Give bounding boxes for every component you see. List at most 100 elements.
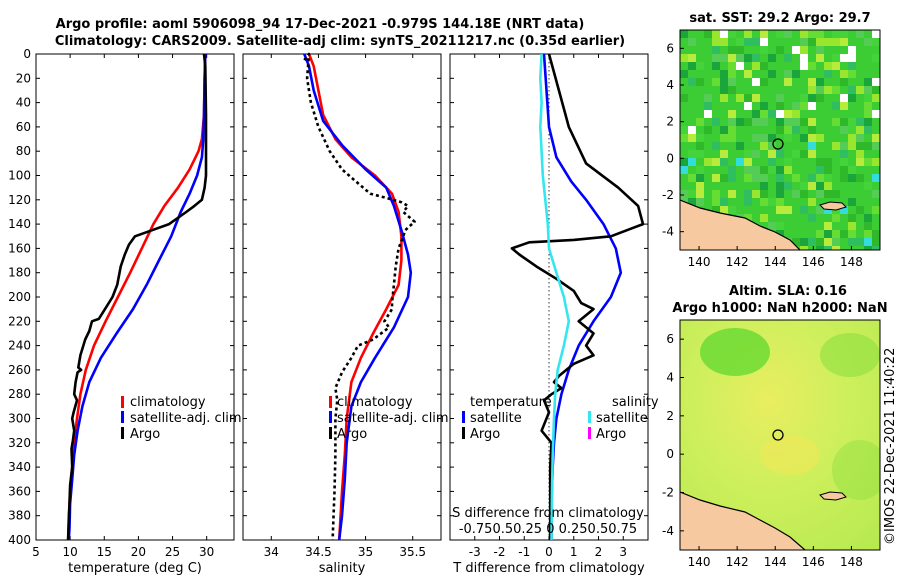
sst-cell bbox=[864, 110, 872, 118]
sst-cell bbox=[776, 174, 784, 182]
legend-swatch-argo bbox=[121, 427, 124, 439]
sst-map-frame bbox=[679, 29, 881, 251]
sst-cell bbox=[800, 30, 808, 38]
map-lat-tick-label: 4 bbox=[666, 371, 674, 385]
salinity-series-satellite-adj-clim bbox=[303, 53, 413, 541]
sst-cell bbox=[800, 62, 808, 70]
s-difference-label: S difference from climatology bbox=[452, 506, 644, 521]
sst-cell bbox=[696, 190, 704, 198]
sst-cell bbox=[736, 94, 744, 102]
map-lon-tick-label: 142 bbox=[726, 255, 749, 269]
sst-cell bbox=[800, 38, 808, 46]
sst-cell bbox=[808, 142, 816, 150]
temperature-x-tick-label: 5 bbox=[32, 545, 40, 559]
sst-cell bbox=[800, 238, 808, 246]
sst-cell bbox=[816, 246, 824, 250]
legend-label-t-argo: Argo bbox=[470, 427, 500, 442]
sst-cell bbox=[768, 70, 776, 78]
sst-cell bbox=[848, 198, 856, 206]
sst-cell bbox=[832, 62, 840, 70]
sst-cell bbox=[776, 110, 784, 118]
sst-cell bbox=[776, 94, 784, 102]
sst-cell bbox=[824, 158, 832, 166]
temperature-x-tick-label: 20 bbox=[131, 545, 146, 559]
sst-cell bbox=[872, 230, 880, 238]
sst-cell bbox=[712, 30, 720, 38]
sst-cell bbox=[696, 62, 704, 70]
map-lat-tick-label: -4 bbox=[662, 225, 674, 239]
sst-cell bbox=[720, 158, 728, 166]
sst-cell bbox=[816, 190, 824, 198]
sst-cell bbox=[832, 38, 840, 46]
legend-swatch-t-satellite bbox=[462, 411, 465, 423]
sst-cell bbox=[864, 118, 872, 126]
depth-tick-label: 380 bbox=[8, 509, 31, 523]
sst-cell bbox=[744, 198, 752, 206]
difference-x-tick-label: -1 bbox=[518, 545, 530, 559]
sst-cell bbox=[864, 158, 872, 166]
sst-island bbox=[819, 201, 847, 211]
sst-cell bbox=[752, 78, 760, 86]
sst-cell bbox=[696, 118, 704, 126]
sst-cell bbox=[776, 150, 784, 158]
sst-cell bbox=[752, 94, 760, 102]
sst-cell bbox=[832, 54, 840, 62]
sst-cell bbox=[840, 230, 848, 238]
sst-cell bbox=[776, 102, 784, 110]
sst-cell bbox=[720, 134, 728, 142]
sst-cell bbox=[840, 206, 848, 214]
sla-low-anomaly bbox=[700, 328, 770, 376]
sst-cell bbox=[760, 30, 768, 38]
sst-cell bbox=[792, 238, 800, 246]
sst-cell bbox=[720, 150, 728, 158]
sst-cell bbox=[688, 198, 696, 206]
sst-cell bbox=[848, 238, 856, 246]
sst-cell bbox=[816, 78, 824, 86]
map-lon-tick-label: 142 bbox=[726, 555, 749, 569]
sst-cell bbox=[752, 174, 760, 182]
sst-cell bbox=[872, 134, 880, 142]
sla-low-anomaly bbox=[820, 333, 880, 377]
sst-cell bbox=[832, 190, 840, 198]
sst-cell bbox=[816, 158, 824, 166]
sst-cell bbox=[728, 86, 736, 94]
sst-cell bbox=[824, 38, 832, 46]
sst-cell bbox=[864, 182, 872, 190]
sst-cell bbox=[776, 182, 784, 190]
sst-cell bbox=[824, 62, 832, 70]
temperature-x-tick-label: 30 bbox=[199, 545, 214, 559]
sst-cell bbox=[704, 30, 712, 38]
sst-cell bbox=[792, 110, 800, 118]
sst-cell bbox=[728, 134, 736, 142]
sst-cell bbox=[736, 46, 744, 54]
sst-cell bbox=[840, 102, 848, 110]
depth-tick-label: 140 bbox=[8, 217, 31, 231]
sst-cell bbox=[728, 166, 736, 174]
sst-cell bbox=[680, 30, 688, 38]
depth-tick-label: 60 bbox=[16, 120, 31, 134]
depth-tick-label: 80 bbox=[16, 144, 31, 158]
sst-cell bbox=[872, 174, 880, 182]
sst-cell bbox=[728, 174, 736, 182]
sst-cell bbox=[712, 190, 720, 198]
sst-cell bbox=[848, 94, 856, 102]
sst-cell bbox=[688, 126, 696, 134]
sst-cell bbox=[744, 166, 752, 174]
sla-map-frame bbox=[679, 319, 881, 551]
sst-cell bbox=[752, 38, 760, 46]
sst-cell bbox=[760, 134, 768, 142]
sst-cell bbox=[736, 62, 744, 70]
sst-cell bbox=[792, 102, 800, 110]
sst-cell bbox=[696, 150, 704, 158]
sst-cell bbox=[768, 54, 776, 62]
sst-cell bbox=[840, 30, 848, 38]
sst-cell bbox=[848, 222, 856, 230]
sst-cell bbox=[688, 174, 696, 182]
depth-tick-label: 340 bbox=[8, 460, 31, 474]
sst-cell bbox=[720, 206, 728, 214]
sst-cell bbox=[848, 142, 856, 150]
legend-swatch-satellite bbox=[329, 411, 332, 423]
sst-cell bbox=[848, 214, 856, 222]
sst-cell bbox=[688, 78, 696, 86]
sst-cell bbox=[808, 38, 816, 46]
